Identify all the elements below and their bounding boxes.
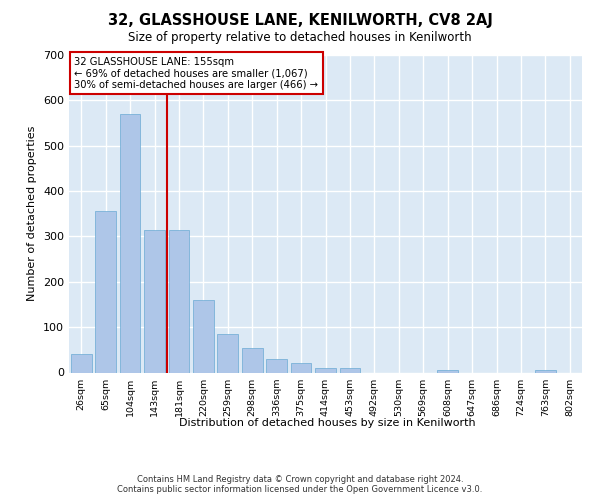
Bar: [119, 114, 140, 372]
Bar: [217, 334, 238, 372]
Bar: [437, 370, 458, 372]
Bar: [535, 370, 556, 372]
Y-axis label: Number of detached properties: Number of detached properties: [28, 126, 37, 302]
Bar: [144, 230, 165, 372]
Text: Size of property relative to detached houses in Kenilworth: Size of property relative to detached ho…: [128, 31, 472, 44]
Bar: [266, 359, 287, 372]
Bar: [95, 212, 116, 372]
Bar: [290, 364, 311, 372]
Text: Contains HM Land Registry data © Crown copyright and database right 2024.
Contai: Contains HM Land Registry data © Crown c…: [118, 474, 482, 494]
Bar: [242, 348, 263, 372]
Bar: [193, 300, 214, 372]
Text: 32, GLASSHOUSE LANE, KENILWORTH, CV8 2AJ: 32, GLASSHOUSE LANE, KENILWORTH, CV8 2AJ: [107, 12, 493, 28]
Text: 32 GLASSHOUSE LANE: 155sqm
← 69% of detached houses are smaller (1,067)
30% of s: 32 GLASSHOUSE LANE: 155sqm ← 69% of deta…: [74, 56, 318, 90]
Text: Distribution of detached houses by size in Kenilworth: Distribution of detached houses by size …: [179, 418, 475, 428]
Bar: [340, 368, 361, 372]
Bar: [71, 354, 92, 372]
Bar: [169, 230, 190, 372]
Bar: [315, 368, 336, 372]
